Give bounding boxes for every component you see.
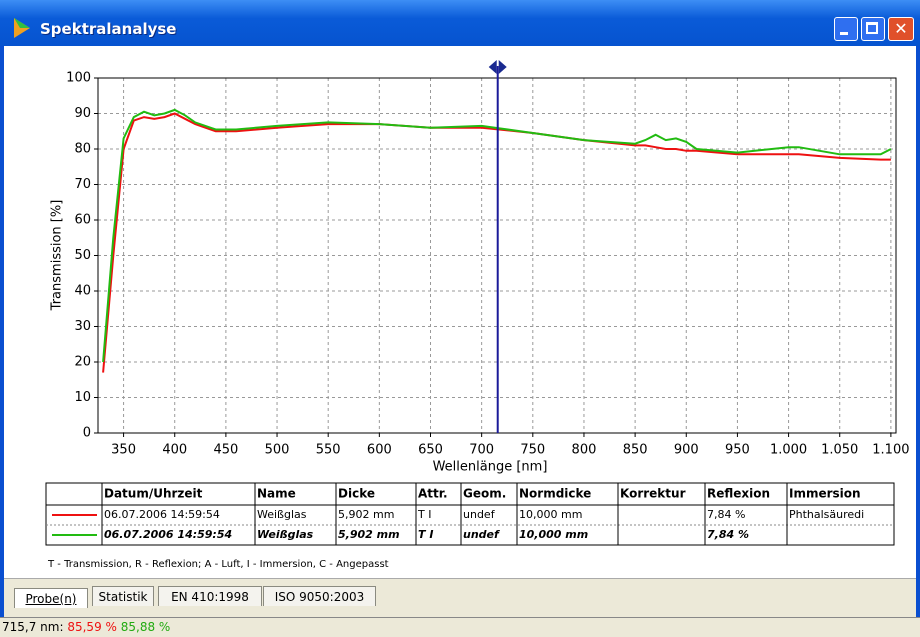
x-tick-label: 450 bbox=[213, 443, 238, 458]
x-tick-label: 650 bbox=[418, 443, 443, 458]
table-header: Datum/Uhrzeit bbox=[104, 487, 203, 501]
x-tick-label: 400 bbox=[162, 443, 187, 458]
table-cell: Weißglas bbox=[257, 508, 307, 521]
table-frame bbox=[45, 482, 895, 546]
app-icon bbox=[14, 18, 30, 38]
x-tick-label: 1.050 bbox=[821, 443, 858, 458]
table-cell: 10,000 mm bbox=[519, 528, 588, 541]
table-cell: 7,84 % bbox=[707, 528, 749, 541]
table-cell: undef bbox=[463, 508, 496, 521]
status-position: 715,7 nm: bbox=[2, 620, 64, 634]
y-tick-label: 50 bbox=[74, 248, 91, 263]
chart: Transmission [%] Wellenlänge [nm] T - Tr… bbox=[45, 60, 909, 570]
tab[interactable]: ISO 9050:2003 bbox=[263, 586, 376, 606]
y-tick-label: 80 bbox=[74, 142, 91, 157]
table-cell: 10,000 mm bbox=[519, 508, 582, 521]
y-tick-label: 100 bbox=[66, 71, 91, 86]
cursor-handle bbox=[488, 60, 497, 74]
x-tick-label: 350 bbox=[111, 443, 136, 458]
y-tick-label: 20 bbox=[74, 355, 91, 370]
table-cell: Weißglas bbox=[257, 528, 314, 541]
y-tick-label: 30 bbox=[74, 319, 91, 334]
table-cell: T I bbox=[418, 528, 433, 541]
window-title: Spektralanalyse bbox=[40, 20, 177, 38]
y-tick-label: 70 bbox=[74, 177, 91, 192]
table-header: Reflexion bbox=[707, 487, 770, 501]
y-tick-label: 10 bbox=[74, 390, 91, 405]
table-header: Korrektur bbox=[620, 487, 686, 501]
x-tick-label: 750 bbox=[520, 443, 545, 458]
status-green: 85,88 % bbox=[120, 620, 171, 634]
y-tick-label: 40 bbox=[74, 284, 91, 299]
table-cell: 06.07.2006 14:59:54 bbox=[104, 508, 220, 521]
status-bar: 715,7 nm: 85,59 % 85,88 % bbox=[0, 617, 920, 637]
y-tick-label: 0 bbox=[83, 426, 91, 441]
x-tick-label: 950 bbox=[725, 443, 750, 458]
table-header: Attr. bbox=[418, 487, 448, 501]
close-button[interactable]: ✕ bbox=[888, 17, 914, 41]
table-header: Name bbox=[257, 487, 296, 501]
table-header: Geom. bbox=[463, 487, 506, 501]
table-cell: 5,902 mm bbox=[338, 508, 394, 521]
x-axis-label: Wellenlänge [nm] bbox=[433, 460, 548, 475]
table-header: Normdicke bbox=[519, 487, 591, 501]
x-tick-label: 900 bbox=[674, 443, 699, 458]
table-header: Immersion bbox=[789, 487, 861, 501]
table-cell: undef bbox=[463, 528, 500, 541]
x-tick-label: 850 bbox=[623, 443, 648, 458]
minimize-button[interactable] bbox=[834, 17, 858, 41]
x-tick-label: 700 bbox=[469, 443, 494, 458]
status-red: 85,59 % bbox=[67, 620, 117, 634]
data-line bbox=[102, 108, 892, 363]
table-cell: T I bbox=[417, 508, 431, 521]
cursor-handle bbox=[498, 60, 507, 74]
table-cell: 5,902 mm bbox=[338, 528, 400, 541]
title-bar: Spektralanalyse ✕ bbox=[0, 0, 920, 46]
x-tick-label: 550 bbox=[316, 443, 341, 458]
maximize-button[interactable] bbox=[861, 17, 885, 41]
x-tick-label: 1.100 bbox=[872, 443, 909, 458]
tab-area bbox=[4, 578, 916, 618]
footnote: T - Transmission, R - Reflexion; A - Luf… bbox=[47, 559, 389, 570]
table-cell: Phthalsäuredi bbox=[789, 508, 864, 521]
x-tick-label: 500 bbox=[265, 443, 290, 458]
y-tick-label: 90 bbox=[74, 106, 91, 121]
table-header: Dicke bbox=[338, 487, 375, 501]
tab[interactable]: Probe(n) bbox=[14, 588, 88, 608]
table-cell: 06.07.2006 14:59:54 bbox=[104, 528, 232, 541]
y-tick-label: 60 bbox=[74, 213, 91, 228]
tab[interactable]: Statistik bbox=[92, 586, 154, 606]
y-axis-label: Transmission [%] bbox=[50, 200, 65, 312]
table-cell: 7,84 % bbox=[707, 508, 745, 521]
x-tick-label: 600 bbox=[367, 443, 392, 458]
x-tick-label: 800 bbox=[572, 443, 597, 458]
tab[interactable]: EN 410:1998 bbox=[158, 586, 262, 606]
x-tick-label: 1.000 bbox=[770, 443, 807, 458]
